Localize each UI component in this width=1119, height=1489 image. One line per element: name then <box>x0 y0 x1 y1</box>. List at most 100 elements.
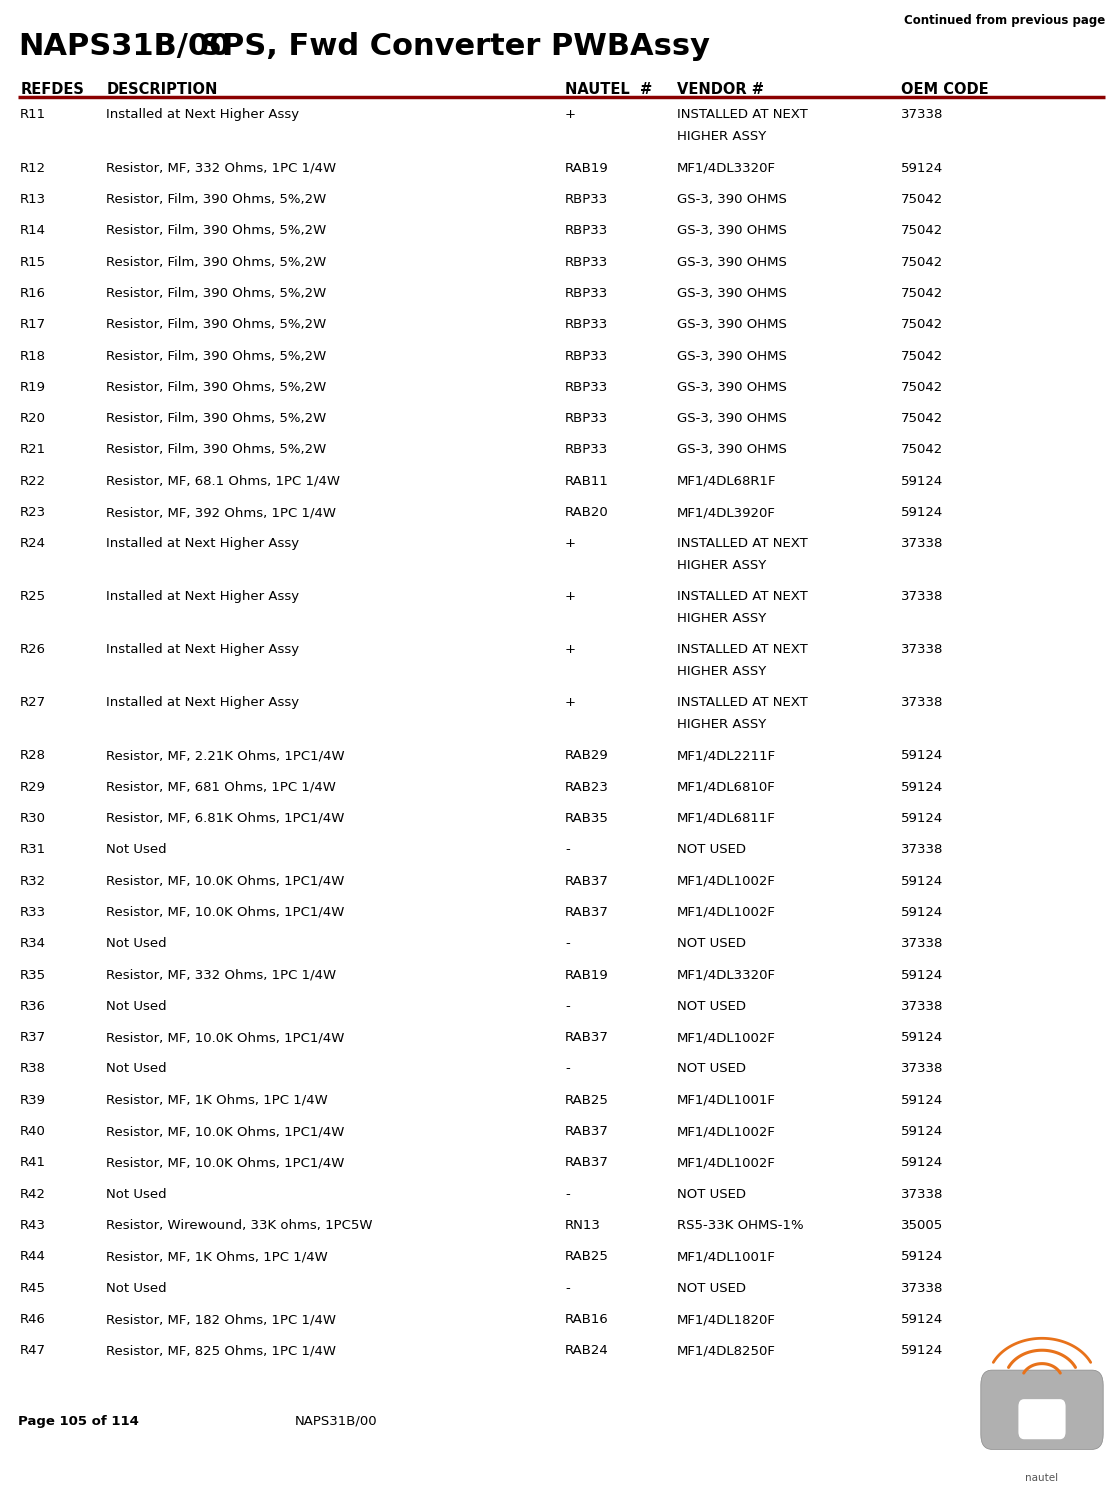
Text: 75042: 75042 <box>901 256 943 268</box>
Text: RBP33: RBP33 <box>565 444 609 457</box>
Text: OEM CODE: OEM CODE <box>901 82 988 97</box>
Text: 75042: 75042 <box>901 194 943 205</box>
Text: Not Used: Not Used <box>106 937 167 950</box>
Text: R20: R20 <box>20 412 46 426</box>
Text: RAB25: RAB25 <box>565 1251 609 1263</box>
Text: RAB37: RAB37 <box>565 1032 609 1044</box>
Text: R24: R24 <box>20 538 46 549</box>
Text: R25: R25 <box>20 590 46 603</box>
Text: MF1/4DL8250F: MF1/4DL8250F <box>677 1345 775 1358</box>
Text: 59124: 59124 <box>901 1126 943 1138</box>
Text: R34: R34 <box>20 937 46 950</box>
Text: 59124: 59124 <box>901 1313 943 1327</box>
Text: R33: R33 <box>20 905 46 919</box>
Text: 37338: 37338 <box>901 1063 943 1075</box>
Text: MF1/4DL1820F: MF1/4DL1820F <box>677 1313 775 1327</box>
Text: Resistor, Film, 390 Ohms, 5%,2W: Resistor, Film, 390 Ohms, 5%,2W <box>106 444 327 457</box>
Text: 37338: 37338 <box>901 695 943 709</box>
Text: RBP33: RBP33 <box>565 412 609 426</box>
Text: R26: R26 <box>20 643 46 657</box>
Text: -: - <box>565 843 570 856</box>
Text: Resistor, MF, 10.0K Ohms, 1PC1/4W: Resistor, MF, 10.0K Ohms, 1PC1/4W <box>106 874 345 887</box>
Text: Resistor, MF, 10.0K Ohms, 1PC1/4W: Resistor, MF, 10.0K Ohms, 1PC1/4W <box>106 1126 345 1138</box>
Text: 75042: 75042 <box>901 381 943 393</box>
Text: Resistor, MF, 6.81K Ohms, 1PC1/4W: Resistor, MF, 6.81K Ohms, 1PC1/4W <box>106 812 345 825</box>
Text: MF1/4DL1002F: MF1/4DL1002F <box>677 874 775 887</box>
Text: HIGHER ASSY: HIGHER ASSY <box>677 130 767 143</box>
Text: HIGHER ASSY: HIGHER ASSY <box>677 666 767 677</box>
Text: RN13: RN13 <box>565 1219 601 1231</box>
Text: RBP33: RBP33 <box>565 350 609 362</box>
Text: RAB24: RAB24 <box>565 1345 609 1358</box>
Text: SPS, Fwd Converter PWBAssy: SPS, Fwd Converter PWBAssy <box>200 31 709 61</box>
Text: R31: R31 <box>20 843 46 856</box>
Text: MF1/4DL1002F: MF1/4DL1002F <box>677 1032 775 1044</box>
Text: Resistor, MF, 332 Ohms, 1PC 1/4W: Resistor, MF, 332 Ohms, 1PC 1/4W <box>106 162 337 174</box>
Text: 75042: 75042 <box>901 225 943 237</box>
Text: 59124: 59124 <box>901 749 943 762</box>
Text: GS-3, 390 OHMS: GS-3, 390 OHMS <box>677 225 787 237</box>
Text: R37: R37 <box>20 1032 46 1044</box>
Text: MF1/4DL1001F: MF1/4DL1001F <box>677 1094 775 1106</box>
Text: R45: R45 <box>20 1282 46 1295</box>
Text: RAB37: RAB37 <box>565 874 609 887</box>
Text: 59124: 59124 <box>901 874 943 887</box>
Text: GS-3, 390 OHMS: GS-3, 390 OHMS <box>677 256 787 268</box>
Text: Installed at Next Higher Assy: Installed at Next Higher Assy <box>106 538 300 549</box>
Text: 59124: 59124 <box>901 1094 943 1106</box>
Text: R18: R18 <box>20 350 46 362</box>
Text: Resistor, MF, 681 Ohms, 1PC 1/4W: Resistor, MF, 681 Ohms, 1PC 1/4W <box>106 780 336 794</box>
Text: -: - <box>565 1063 570 1075</box>
Text: R27: R27 <box>20 695 46 709</box>
Text: R32: R32 <box>20 874 46 887</box>
Text: 37338: 37338 <box>901 538 943 549</box>
Text: R47: R47 <box>20 1345 46 1358</box>
Text: R23: R23 <box>20 506 46 520</box>
Text: Resistor, Film, 390 Ohms, 5%,2W: Resistor, Film, 390 Ohms, 5%,2W <box>106 412 327 426</box>
Text: NOT USED: NOT USED <box>677 1282 746 1295</box>
Text: R12: R12 <box>20 162 46 174</box>
Text: R29: R29 <box>20 780 46 794</box>
Text: DESCRIPTION: DESCRIPTION <box>106 82 218 97</box>
Text: -: - <box>565 937 570 950</box>
Text: Not Used: Not Used <box>106 843 167 856</box>
Text: +: + <box>565 695 576 709</box>
Text: Not Used: Not Used <box>106 1001 167 1013</box>
Text: RAB25: RAB25 <box>565 1094 609 1106</box>
Text: 37338: 37338 <box>901 109 943 121</box>
Text: NOT USED: NOT USED <box>677 1188 746 1200</box>
Text: INSTALLED AT NEXT: INSTALLED AT NEXT <box>677 695 808 709</box>
Text: RBP33: RBP33 <box>565 381 609 393</box>
Text: Installed at Next Higher Assy: Installed at Next Higher Assy <box>106 590 300 603</box>
Text: GS-3, 390 OHMS: GS-3, 390 OHMS <box>677 444 787 457</box>
Text: INSTALLED AT NEXT: INSTALLED AT NEXT <box>677 538 808 549</box>
Text: Page 105 of 114: Page 105 of 114 <box>18 1415 139 1428</box>
Text: RAB23: RAB23 <box>565 780 609 794</box>
Text: MF1/4DL2211F: MF1/4DL2211F <box>677 749 777 762</box>
Text: RAB37: RAB37 <box>565 905 609 919</box>
Text: -: - <box>565 1282 570 1295</box>
Text: R22: R22 <box>20 475 46 488</box>
Text: RAB16: RAB16 <box>565 1313 609 1327</box>
Text: 59124: 59124 <box>901 1032 943 1044</box>
Text: MF1/4DL1001F: MF1/4DL1001F <box>677 1251 775 1263</box>
FancyBboxPatch shape <box>1018 1400 1065 1440</box>
Text: RAB29: RAB29 <box>565 749 609 762</box>
Text: RBP33: RBP33 <box>565 256 609 268</box>
Text: Resistor, Film, 390 Ohms, 5%,2W: Resistor, Film, 390 Ohms, 5%,2W <box>106 256 327 268</box>
Text: INSTALLED AT NEXT: INSTALLED AT NEXT <box>677 643 808 657</box>
Text: R14: R14 <box>20 225 46 237</box>
Text: Resistor, Film, 390 Ohms, 5%,2W: Resistor, Film, 390 Ohms, 5%,2W <box>106 319 327 331</box>
Text: GS-3, 390 OHMS: GS-3, 390 OHMS <box>677 194 787 205</box>
Text: +: + <box>565 590 576 603</box>
Text: MF1/4DL3320F: MF1/4DL3320F <box>677 162 775 174</box>
Text: RAB37: RAB37 <box>565 1126 609 1138</box>
Text: R35: R35 <box>20 968 46 981</box>
Text: RBP33: RBP33 <box>565 194 609 205</box>
Text: 59124: 59124 <box>901 780 943 794</box>
Text: Resistor, MF, 332 Ohms, 1PC 1/4W: Resistor, MF, 332 Ohms, 1PC 1/4W <box>106 968 337 981</box>
Text: Resistor, Film, 390 Ohms, 5%,2W: Resistor, Film, 390 Ohms, 5%,2W <box>106 194 327 205</box>
Text: -: - <box>565 1188 570 1200</box>
Text: Resistor, MF, 10.0K Ohms, 1PC1/4W: Resistor, MF, 10.0K Ohms, 1PC1/4W <box>106 1032 345 1044</box>
Text: GS-3, 390 OHMS: GS-3, 390 OHMS <box>677 350 787 362</box>
